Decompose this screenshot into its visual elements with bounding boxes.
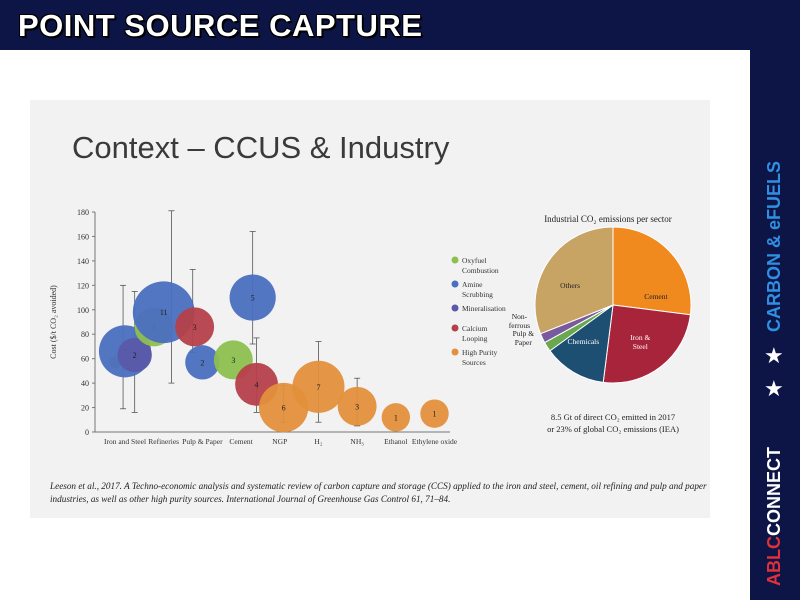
bubble-label: 6: [282, 404, 286, 413]
y-tick-label: 20: [81, 404, 89, 413]
y-tick-label: 60: [81, 355, 89, 364]
bubble: [292, 360, 345, 413]
bubble: [175, 307, 215, 347]
bubble-label: 5: [251, 294, 255, 303]
pie-slice-label: Others: [560, 281, 580, 290]
bubble-label: 1: [433, 410, 437, 419]
pie-slice-label: Iron & Steel: [630, 333, 650, 351]
x-tick-label: Iron and Steel: [104, 437, 146, 446]
x-tick-label: NH₃: [350, 437, 364, 446]
bubble-label: 4: [255, 380, 259, 389]
bubble-label: 3: [231, 356, 235, 365]
y-tick-label: 80: [81, 330, 89, 339]
pie-slice-label: Chemicals: [568, 337, 600, 346]
y-axis-label: Cost ($/t CO₂ avoided): [49, 285, 58, 359]
legend-swatch: [451, 348, 459, 356]
x-tick-label: Ethanol: [384, 437, 407, 446]
pie-footnote-line-1: 8.5 Gt of direct CO₂ emitted in 2017: [551, 412, 675, 422]
y-tick-label: 40: [81, 379, 89, 388]
y-tick-label: 160: [77, 232, 89, 241]
bubble-label: 3: [355, 402, 359, 411]
x-tick-label: NGP: [272, 437, 287, 446]
pie-slice: [602, 304, 691, 384]
x-tick-label: Ethylene oxide: [412, 437, 458, 446]
bubble-label: 2: [200, 358, 204, 367]
y-tick-label: 140: [77, 257, 89, 266]
bubble-label: 3: [193, 323, 197, 332]
y-tick-label: 100: [77, 306, 89, 315]
pie-slice: [534, 226, 614, 335]
page-title: POINT SOURCE CAPTURE: [18, 8, 423, 43]
pie-slice: [549, 303, 614, 383]
sidebar-brand: [750, 50, 800, 600]
y-tick-label: 180: [77, 208, 89, 217]
pie-title: Industrial CO₂ emissions per sector: [544, 214, 672, 224]
pie-slice-label: Non-ferrous: [509, 312, 530, 330]
x-tick-label: Cement: [229, 437, 253, 446]
pie-chart: Industrial CO₂ emissions per sector Cemen…: [509, 214, 692, 434]
brand-connect: CONNECT: [764, 447, 784, 536]
legend-label: Oxyfuel Combustion: [462, 256, 499, 275]
bubble-label: 11: [160, 308, 168, 317]
bubble: [229, 274, 276, 321]
bubble: [185, 345, 220, 380]
brand-carbon-efuels: CARBON & eFUELS: [764, 160, 784, 332]
x-tick-label: Pulp & Paper: [182, 437, 223, 446]
citation-text: Leeson et al., 2017. A Techno-economic a…: [50, 481, 707, 504]
pie-footnote-line-2: or 23% of global CO₂ emissions (IEA): [547, 424, 679, 434]
legend-label: Mineralisation: [462, 304, 506, 313]
pie-slice: [612, 226, 692, 316]
x-tick-label: Refineries: [148, 437, 179, 446]
bubble-label: 2: [133, 351, 137, 360]
legend-label: Amine Scrubbing: [462, 280, 493, 299]
star-icon: ★: [764, 343, 784, 368]
legend-swatch: [451, 304, 459, 312]
y-tick-label: 0: [85, 428, 89, 437]
y-tick-label: 120: [77, 281, 89, 290]
bubble: [381, 403, 411, 432]
slide-image: Context – CCUS & Industry 0 20 40 60 80 100 12…: [30, 100, 710, 518]
slide-title: Context – CCUS & Industry: [72, 130, 450, 165]
legend-label: High Purity Sources: [462, 348, 497, 367]
brand-ablc: ABLC: [764, 536, 784, 586]
bubble-label: 1: [394, 413, 398, 422]
legend-swatch: [451, 256, 459, 264]
star-icon: ★: [764, 376, 784, 401]
legend-swatch: [451, 324, 459, 332]
legend-label: Calcium Looping: [462, 324, 488, 343]
bubble: [117, 337, 152, 373]
pie-slice-label: Pulp & Paper: [513, 329, 535, 347]
brand-ablc-connect: ABLCCONNECT: [764, 447, 785, 586]
pie-slice-label: Cement: [644, 292, 668, 301]
bubble-label: 7: [316, 383, 320, 392]
x-tick-label: H₂: [314, 437, 322, 446]
bubble-chart: 0 20 40 60 80 100 120 140 160 180 Cost ($/t CO₂ av…: [49, 208, 506, 446]
legend-swatch: [451, 280, 459, 288]
bubble: [420, 399, 449, 428]
bubble: [337, 386, 377, 426]
header-bar: POINT SOURCE CAPTURE: [0, 0, 800, 50]
